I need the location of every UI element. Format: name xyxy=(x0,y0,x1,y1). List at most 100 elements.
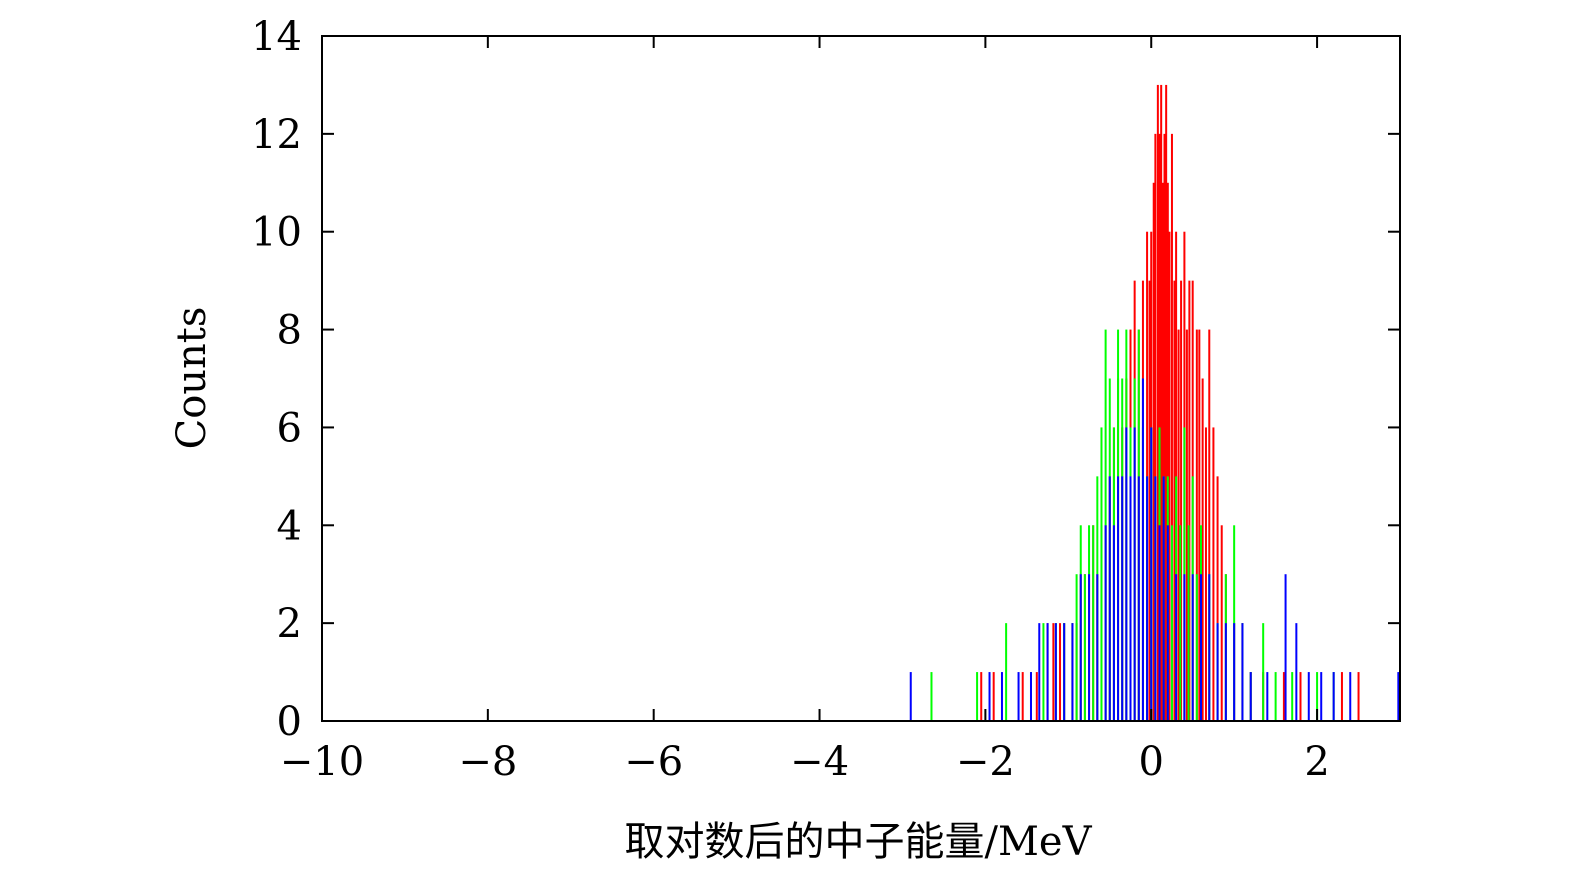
bar-s1-12 xyxy=(1092,525,1095,721)
bar-s2-25 xyxy=(1154,476,1157,721)
bar-s2-44 xyxy=(1332,672,1335,721)
bar-s2-16 xyxy=(1117,476,1120,721)
bar-s0-35 xyxy=(1163,133,1166,722)
x-tick-label: 0 xyxy=(1139,739,1164,785)
bar-s0-51 xyxy=(1204,427,1207,721)
bar-s0-1 xyxy=(992,672,995,721)
bar-s2-8 xyxy=(1063,623,1066,721)
bar-s0-37 xyxy=(1166,182,1169,722)
bar-s2-35 xyxy=(1224,623,1227,721)
y-tick-label: 6 xyxy=(277,405,302,451)
bar-s2-29 xyxy=(1175,574,1178,721)
plot-frame xyxy=(321,35,1401,722)
bar-s2-37 xyxy=(1241,623,1244,721)
bar-s2-23 xyxy=(1146,476,1149,721)
bar-s2-46 xyxy=(1397,672,1400,721)
bar-s2-36 xyxy=(1233,623,1236,721)
bar-s2-21 xyxy=(1137,476,1140,721)
bar-s2-18 xyxy=(1125,427,1128,721)
bar-s1-8 xyxy=(1075,574,1078,721)
bar-s0-49 xyxy=(1198,329,1201,721)
bar-s0-0 xyxy=(980,672,983,721)
x-tick-label: −2 xyxy=(956,739,1015,785)
bar-s0-39 xyxy=(1170,133,1173,722)
bar-s1-37 xyxy=(1195,574,1198,721)
bar-s1-46 xyxy=(1274,672,1277,721)
bar-s2-41 xyxy=(1295,623,1298,721)
bar-s0-42 xyxy=(1177,329,1180,721)
series-1 xyxy=(930,329,1335,721)
bar-s2-7 xyxy=(1054,623,1057,721)
bar-s2-13 xyxy=(1104,525,1107,721)
bar-s1-4 xyxy=(1042,623,1045,721)
bar-s0-55 xyxy=(1220,525,1223,721)
y-tick-label: 12 xyxy=(251,112,302,158)
bar-s0-36 xyxy=(1165,84,1168,722)
x-tick-label: −10 xyxy=(280,739,364,785)
bar-s2-38 xyxy=(1249,672,1252,721)
series-0 xyxy=(980,84,1360,722)
bar-s1-15 xyxy=(1104,329,1107,721)
bar-s2-24 xyxy=(1150,427,1153,721)
bar-s2-5 xyxy=(1038,623,1041,721)
bar-s1-47 xyxy=(1291,672,1294,721)
bar-s2-30 xyxy=(1183,574,1186,721)
x-axis-ticks: −10 −8 −6 −4 −2 0 2 xyxy=(280,36,1330,785)
bar-s2-39 xyxy=(1266,672,1269,721)
bar-s0-26 xyxy=(1146,231,1149,721)
bar-s1-45 xyxy=(1262,623,1265,721)
bar-s1-33 xyxy=(1179,525,1182,721)
bar-s2-19 xyxy=(1129,476,1132,721)
bar-s0-34 xyxy=(1161,182,1164,722)
bar-s0-40 xyxy=(1173,280,1176,721)
bar-s2-20 xyxy=(1133,427,1136,721)
bar-s2-9 xyxy=(1071,623,1074,721)
bar-s2-10 xyxy=(1079,574,1082,721)
y-tick-label: 4 xyxy=(277,503,302,549)
bar-s0-61 xyxy=(1282,672,1285,721)
bar-s2-40 xyxy=(1284,574,1287,721)
y-axis-ticks: 0 2 4 6 8 10 12 14 xyxy=(251,14,1400,745)
bar-s2-28 xyxy=(1166,525,1169,721)
bar-s2-42 xyxy=(1307,672,1310,721)
bar-s0-5 xyxy=(1052,623,1055,721)
bar-s1-48 xyxy=(1316,672,1319,721)
bar-s1-0 xyxy=(930,672,933,721)
bar-s2-0 xyxy=(909,672,912,721)
bar-s2-27 xyxy=(1162,476,1165,721)
bar-s0-31 xyxy=(1156,84,1159,722)
bar-s0-43 xyxy=(1180,280,1183,721)
plot-marks xyxy=(909,84,1400,722)
bar-s0-52 xyxy=(1208,329,1211,721)
bar-s2-2 xyxy=(1000,672,1003,721)
series-2 xyxy=(909,378,1400,721)
bar-s2-43 xyxy=(1320,672,1323,721)
bar-s2-6 xyxy=(1046,623,1049,721)
bar-s2-32 xyxy=(1199,574,1202,721)
x-tick-label: −6 xyxy=(624,739,683,785)
y-axis-title: Counts xyxy=(169,307,215,450)
x-tick-label: −4 xyxy=(790,739,849,785)
bar-s2-22 xyxy=(1141,378,1144,721)
bar-s1-14 xyxy=(1100,427,1103,721)
bar-s0-33 xyxy=(1160,84,1163,722)
bar-s1-2 xyxy=(1005,623,1008,721)
bar-s2-14 xyxy=(1108,476,1111,721)
bar-s1-31 xyxy=(1170,525,1173,721)
y-tick-label: 2 xyxy=(277,601,302,647)
bar-s2-17 xyxy=(1121,476,1124,721)
bar-s0-63 xyxy=(1340,672,1343,721)
bar-s2-45 xyxy=(1349,672,1352,721)
bar-s2-26 xyxy=(1158,525,1161,721)
y-tick-label: 14 xyxy=(251,14,302,60)
bar-s0-46 xyxy=(1188,280,1191,721)
x-tick-label: 2 xyxy=(1304,739,1329,785)
bar-s1-1 xyxy=(976,672,979,721)
bar-s0-30 xyxy=(1154,133,1157,722)
bar-s0-48 xyxy=(1195,329,1198,721)
bar-s0-64 xyxy=(1357,672,1360,721)
bar-s2-12 xyxy=(1096,574,1099,721)
bar-s2-4 xyxy=(1029,672,1032,721)
bar-s0-45 xyxy=(1185,329,1188,721)
bar-s1-10 xyxy=(1083,574,1086,721)
